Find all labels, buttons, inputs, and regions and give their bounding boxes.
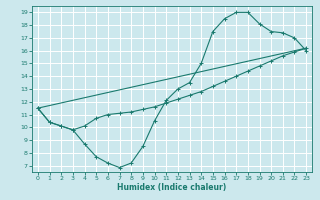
X-axis label: Humidex (Indice chaleur): Humidex (Indice chaleur)	[117, 183, 227, 192]
